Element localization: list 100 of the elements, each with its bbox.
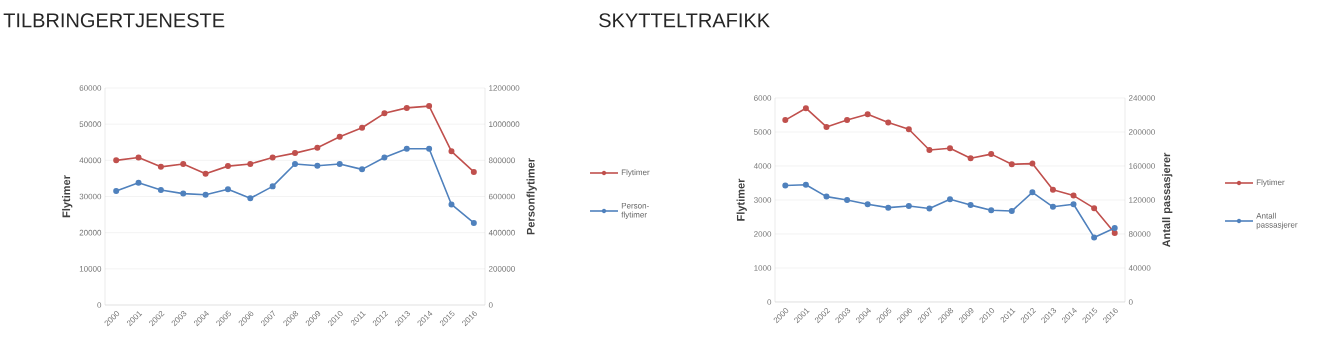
point xyxy=(1008,208,1015,215)
point xyxy=(905,126,912,133)
point xyxy=(426,145,433,152)
point xyxy=(113,157,120,164)
point xyxy=(1029,189,1036,196)
point xyxy=(135,179,142,186)
y2-tick-label: 0 xyxy=(1128,299,1133,305)
y2-tick-label: 200000 xyxy=(1128,129,1155,135)
point xyxy=(269,154,276,161)
point xyxy=(381,110,388,117)
point xyxy=(967,155,974,162)
y2-tick-label: 0 xyxy=(488,302,493,308)
y-axis-title: Flytimer xyxy=(62,175,73,218)
point xyxy=(314,162,321,169)
point xyxy=(247,195,254,202)
point xyxy=(202,191,209,198)
point xyxy=(864,111,871,118)
point xyxy=(1111,229,1118,236)
y2-tick-label: 1200000 xyxy=(489,85,520,91)
point xyxy=(823,123,830,130)
point xyxy=(470,219,477,226)
y2-tick-label: 240000 xyxy=(1128,95,1155,101)
y-tick-label: 0 xyxy=(767,299,772,305)
y-tick-label: 20000 xyxy=(79,229,102,236)
y-tick-label: 50000 xyxy=(79,121,102,127)
point xyxy=(988,207,995,214)
point xyxy=(844,197,851,203)
chart-title: TILBRINGERTJENESTE xyxy=(3,13,225,28)
y-tick-label: 10000 xyxy=(79,266,102,272)
point xyxy=(202,170,209,177)
point xyxy=(947,145,954,152)
point xyxy=(782,117,789,124)
point xyxy=(157,186,164,193)
point xyxy=(448,201,455,208)
legend-label: Person-flytimer xyxy=(621,202,649,220)
point xyxy=(1111,225,1118,232)
point xyxy=(336,133,343,140)
point xyxy=(988,151,995,158)
point xyxy=(224,186,231,193)
point xyxy=(359,166,366,173)
point xyxy=(1091,205,1098,212)
point xyxy=(247,160,254,167)
y2-axis-title: Personflytimer xyxy=(526,158,537,235)
point xyxy=(1029,160,1036,167)
point xyxy=(967,202,974,209)
point xyxy=(823,193,830,200)
y-tick-label: 40000 xyxy=(79,157,102,164)
y-tick-label: 6000 xyxy=(754,95,772,101)
point xyxy=(403,145,410,152)
y2-tick-label: 200000 xyxy=(488,266,515,272)
y2-tick-label: 600000 xyxy=(488,193,515,200)
point xyxy=(426,103,433,110)
point xyxy=(113,188,120,195)
y-tick-label: 4000 xyxy=(753,163,772,169)
y2-tick-label: 40000 xyxy=(1128,265,1151,271)
y-tick-label: 1000 xyxy=(754,265,772,271)
point xyxy=(292,150,299,157)
y2-axis-title: Antall passasjerer xyxy=(1162,152,1173,248)
point xyxy=(885,204,892,211)
y-tick-label: 5000 xyxy=(753,129,772,135)
point xyxy=(947,196,954,203)
y2-tick-label: 400000 xyxy=(488,229,515,236)
point xyxy=(905,202,912,209)
y-tick-label: 30000 xyxy=(79,193,102,200)
point xyxy=(926,205,933,212)
y2-tick-label: 1000000 xyxy=(489,121,520,127)
point xyxy=(403,104,410,111)
point xyxy=(359,124,366,131)
point xyxy=(1008,161,1015,168)
point xyxy=(885,119,892,126)
point xyxy=(381,154,388,161)
y2-tick-label: 120000 xyxy=(1129,197,1155,203)
point xyxy=(1049,186,1056,193)
legend-label: Flytimer xyxy=(621,169,650,177)
point xyxy=(180,190,187,197)
legend-label: Antall passasjerer xyxy=(1256,212,1298,230)
point xyxy=(1091,234,1098,241)
point xyxy=(336,160,343,167)
point xyxy=(470,168,477,175)
chart-title: SKYTTELTRAFIKK xyxy=(599,13,770,28)
point xyxy=(864,201,871,208)
y2-tick-label: 800000 xyxy=(488,157,515,164)
point xyxy=(135,154,142,161)
point xyxy=(782,182,789,189)
y-tick-label: 0 xyxy=(97,302,102,308)
point xyxy=(802,105,809,112)
y-axis-title: Flytimer xyxy=(736,178,747,221)
point xyxy=(802,181,809,188)
point xyxy=(1070,192,1077,199)
point xyxy=(926,147,933,154)
point xyxy=(269,183,276,190)
point xyxy=(314,144,321,151)
point xyxy=(224,163,231,170)
y-tick-label: 2000 xyxy=(754,231,772,237)
point xyxy=(157,163,164,170)
point xyxy=(292,160,299,167)
y2-tick-label: 160000 xyxy=(1129,163,1155,169)
point xyxy=(844,117,851,124)
y2-tick-label: 80000 xyxy=(1128,231,1151,237)
point xyxy=(1049,203,1056,210)
